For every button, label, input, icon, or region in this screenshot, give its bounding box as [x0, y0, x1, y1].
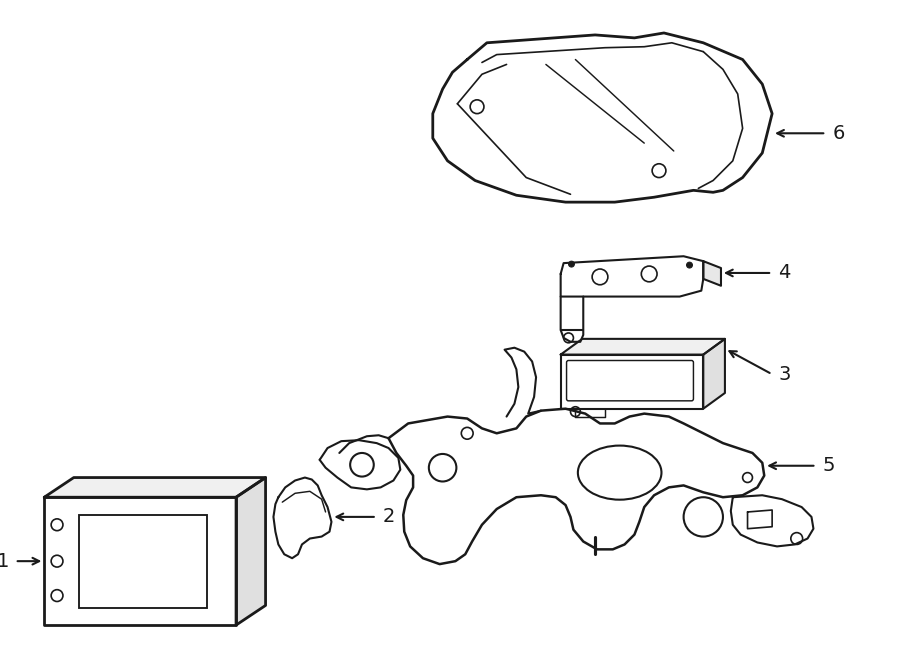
Polygon shape [703, 339, 724, 408]
Circle shape [569, 261, 574, 267]
Text: 1: 1 [0, 552, 9, 570]
Polygon shape [44, 477, 266, 497]
Polygon shape [703, 261, 721, 286]
Text: 3: 3 [778, 365, 790, 384]
Polygon shape [561, 339, 725, 354]
Polygon shape [236, 477, 266, 625]
Text: 5: 5 [823, 456, 835, 475]
Bar [78, 515, 207, 608]
Text: 4: 4 [778, 264, 790, 282]
Text: 2: 2 [382, 508, 395, 526]
Text: 6: 6 [832, 124, 844, 143]
Circle shape [687, 262, 692, 268]
